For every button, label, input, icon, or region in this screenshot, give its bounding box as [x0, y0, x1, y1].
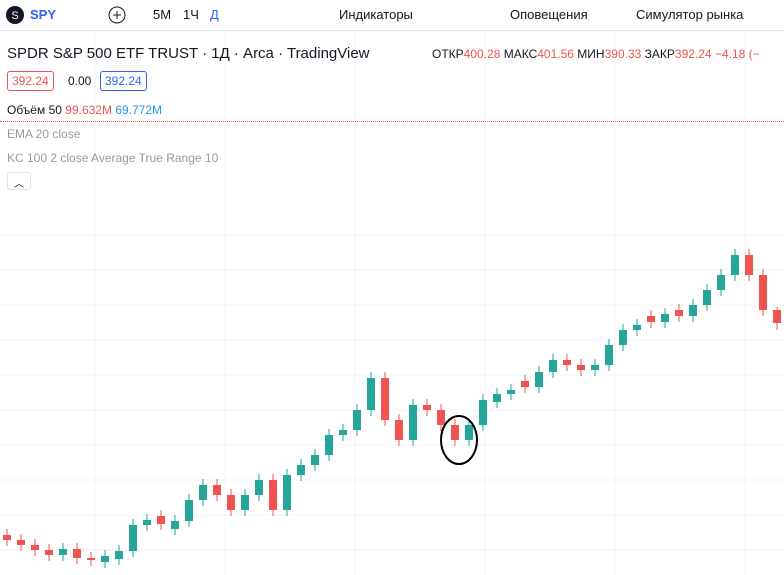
- label: МАКС: [503, 47, 538, 61]
- candle-body: [409, 405, 417, 440]
- volume: Объём 50 99.632M 69.772M: [7, 103, 162, 117]
- symbol-icon: S: [6, 6, 24, 24]
- candle-body: [633, 325, 641, 330]
- value: 99.632M: [65, 103, 112, 117]
- ema: EMA 20 close: [7, 127, 81, 141]
- symbol[interactable]: SPY: [30, 7, 57, 22]
- candle-body: [283, 475, 291, 510]
- collapse[interactable]: ︿: [7, 172, 31, 190]
- candle-body: [689, 305, 697, 316]
- candle-body: [381, 378, 389, 420]
- candle-body: [45, 550, 53, 555]
- add-symbol[interactable]: [106, 4, 128, 26]
- annotation-circle: [440, 415, 478, 465]
- candle-body: [731, 255, 739, 275]
- candle-body: [199, 485, 207, 500]
- candle-body: [143, 520, 151, 525]
- svg-text:S: S: [11, 10, 18, 22]
- candle-body: [73, 549, 81, 558]
- candle-body: [157, 516, 165, 524]
- candle-body: [437, 410, 445, 425]
- candle-body: [759, 275, 767, 310]
- candle-body: [451, 425, 459, 440]
- ohlc: ОТКР400.28 МАКС401.56 МИН390.33 ЗАКР392.…: [432, 47, 760, 61]
- legend-title: SPDR S&P 500 ETF TRUST · 1Д · Arca · Tra…: [7, 45, 370, 62]
- candle-body: [661, 314, 669, 322]
- candle-body: [773, 310, 781, 323]
- candle-body: [591, 365, 599, 370]
- candle-body: [465, 425, 473, 440]
- candle-body: [619, 330, 627, 345]
- toolbar: S SPY 5М 1Ч Д Индикаторы Оповещения Симу…: [0, 0, 784, 31]
- value: 401.56: [537, 47, 574, 61]
- candle-body: [367, 378, 375, 410]
- candle-body: [577, 365, 585, 370]
- candle-body: [185, 500, 193, 521]
- candle-body: [339, 430, 347, 435]
- candle-body: [507, 390, 515, 394]
- candle-body: [423, 405, 431, 410]
- indicators[interactable]: Индикаторы: [339, 7, 413, 22]
- candle-body: [353, 410, 361, 430]
- candle-body: [493, 394, 501, 402]
- candle-body: [129, 525, 137, 551]
- change: −4.18 (−: [714, 47, 760, 61]
- candle-body: [31, 545, 39, 550]
- candle-body: [3, 535, 11, 540]
- candle-body: [101, 556, 109, 562]
- value: 390.33: [604, 47, 642, 61]
- candle-body: [535, 372, 543, 387]
- label: ЗАКР: [644, 47, 675, 61]
- candle-body: [479, 400, 487, 425]
- candle-body: [563, 360, 571, 365]
- candle-body: [703, 290, 711, 305]
- candle-body: [17, 540, 25, 545]
- candle-body: [549, 360, 557, 372]
- candle-body: [59, 549, 67, 555]
- candle-body: [325, 435, 333, 455]
- value: 400.28: [463, 47, 501, 61]
- candle-body: [227, 495, 235, 510]
- value: 392.24: [674, 47, 712, 61]
- candle-body: [311, 455, 319, 465]
- kc: KC 100 2 close Average True Range 10: [7, 151, 219, 165]
- label: Объём 50: [7, 103, 62, 117]
- candle-body: [87, 558, 95, 560]
- candle-body: [745, 255, 753, 275]
- label: ОТКР: [432, 47, 464, 61]
- replay[interactable]: Симулятор рынка: [636, 7, 744, 22]
- candle-body: [241, 495, 249, 510]
- candle-body: [255, 480, 263, 495]
- candle-body: [297, 465, 305, 475]
- label: МИН: [577, 47, 605, 61]
- candle-body: [647, 316, 655, 322]
- candle-body: [605, 345, 613, 365]
- spread: 0.00: [68, 74, 92, 88]
- alerts[interactable]: Оповещения: [510, 7, 588, 22]
- candle-body: [269, 480, 277, 510]
- candle-body: [395, 420, 403, 440]
- value: 69.772M: [115, 103, 163, 117]
- candle-body: [213, 485, 221, 495]
- candle-body: [717, 275, 725, 290]
- candle-body: [675, 310, 683, 316]
- candle-body: [171, 521, 179, 529]
- candle-body: [115, 551, 123, 559]
- interval[interactable]: 1Ч: [183, 7, 199, 22]
- candle-body: [521, 381, 529, 387]
- bid[interactable]: 392.24: [7, 71, 54, 91]
- interval[interactable]: 5М: [153, 7, 172, 22]
- interval[interactable]: Д: [210, 7, 219, 22]
- separator: [0, 121, 784, 122]
- ask[interactable]: 392.24: [100, 71, 147, 91]
